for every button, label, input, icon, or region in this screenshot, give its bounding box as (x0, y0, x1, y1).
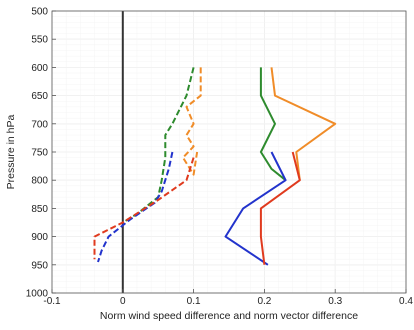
y-tick-label: 850 (31, 204, 48, 215)
y-tick-label: 500 (31, 7, 48, 18)
x-tick-label: 0.3 (328, 296, 342, 307)
series-line-5 (270, 67, 337, 181)
x-axis-ticks: -0.1 0 0.1 0.2 0.3 0.4 (43, 289, 413, 307)
series-line-3 (93, 157, 195, 260)
y-tick-label: 650 (31, 91, 48, 102)
series-line-6 (224, 151, 287, 266)
series-line-7 (259, 151, 301, 265)
y-tick-label: 550 (31, 35, 48, 46)
y-tick-label: 800 (31, 176, 48, 187)
series-line-2 (97, 151, 174, 263)
grid-lines (51, 10, 407, 294)
y-tick-label: 750 (31, 148, 48, 159)
y-tick-label: 600 (31, 63, 48, 74)
x-tick-label: 0.4 (399, 296, 413, 307)
y-tick-label: 900 (31, 232, 48, 243)
series-group (93, 67, 337, 266)
y-tick-label: 700 (31, 119, 48, 130)
series-line-4 (259, 67, 287, 181)
y-axis-ticks: 500 550 600 650 700 750 800 850 900 950 1000 (26, 7, 56, 300)
x-tick-label: 0 (120, 296, 126, 307)
x-axis-label: Norm wind speed difference and norm vect… (100, 310, 358, 322)
y-tick-label: 950 (31, 260, 48, 271)
x-tick-label: 0.1 (187, 296, 201, 307)
y-axis-label: Pressure in hPa (5, 114, 17, 189)
x-tick-label: 0.2 (257, 296, 271, 307)
x-tick-label: -0.1 (43, 296, 61, 307)
y-tick-label: 1000 (26, 289, 49, 300)
